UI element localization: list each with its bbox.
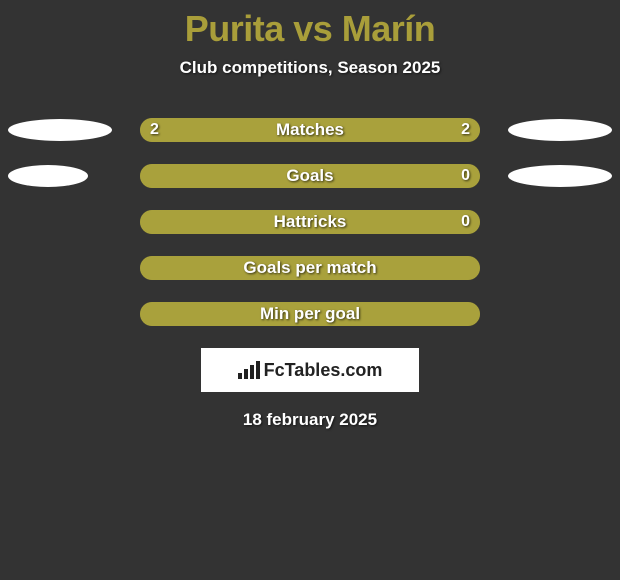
stat-bar-fill-left	[140, 210, 480, 234]
stat-rows-container: Matches22 Goals0 Hattricks0 Goals per match…	[0, 118, 620, 326]
stat-bar: Hattricks0	[140, 210, 480, 234]
footer-date: 18 february 2025	[0, 410, 620, 430]
stat-bar: Min per goal	[140, 302, 480, 326]
left-ellipse	[8, 165, 88, 187]
stat-bar-fill-left	[140, 256, 480, 280]
stat-row: Goals per match	[0, 256, 620, 280]
right-ellipse	[508, 119, 612, 141]
stat-bar-fill-left	[140, 118, 310, 142]
page-title: Purita vs Marín	[0, 0, 620, 50]
comparison-infographic: Purita vs Marín Club competitions, Seaso…	[0, 0, 620, 580]
left-ellipse	[8, 119, 112, 141]
stat-row: Goals0	[0, 164, 620, 188]
stat-bar-fill-left	[140, 164, 480, 188]
stat-row: Hattricks0	[0, 210, 620, 234]
page-subtitle: Club competitions, Season 2025	[0, 58, 620, 78]
footer-logo-text: FcTables.com	[264, 360, 383, 381]
stat-bar: Goals0	[140, 164, 480, 188]
right-ellipse	[508, 165, 612, 187]
footer-logo-box: FcTables.com	[201, 348, 419, 392]
bar-chart-icon	[238, 361, 260, 379]
stat-bar-fill-right	[310, 118, 480, 142]
stat-row: Matches22	[0, 118, 620, 142]
stat-bar: Matches22	[140, 118, 480, 142]
stat-row: Min per goal	[0, 302, 620, 326]
stat-bar: Goals per match	[140, 256, 480, 280]
footer-logo: FcTables.com	[238, 360, 383, 381]
stat-bar-fill-left	[140, 302, 480, 326]
